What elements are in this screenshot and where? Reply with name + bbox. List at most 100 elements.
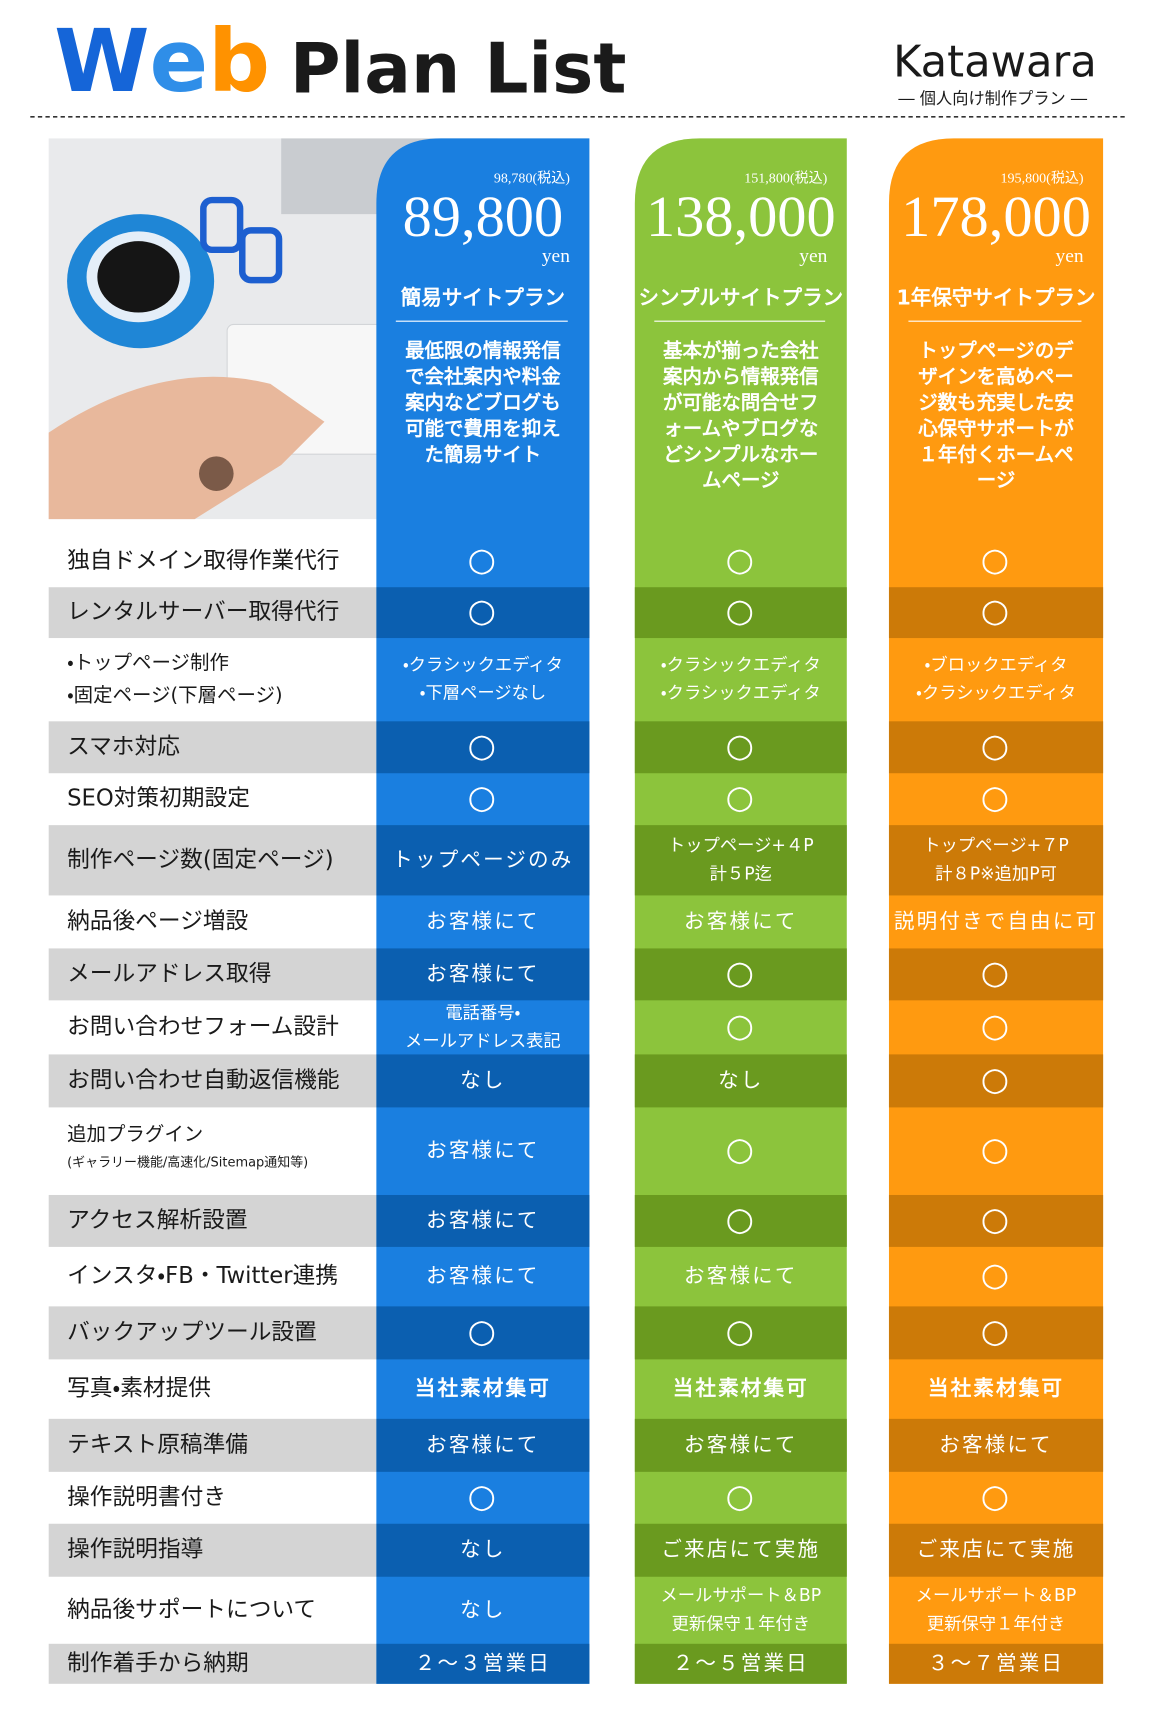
label-band	[48, 1643, 377, 1684]
label-band	[48, 587, 377, 639]
cell-text: トップページ+４P	[668, 836, 814, 856]
cell-band	[888, 1194, 1104, 1247]
cell-band	[634, 1523, 847, 1577]
cell-text: トップページのみ	[392, 847, 573, 871]
plan-description: １年付くホームペ	[919, 443, 1074, 466]
row-label: 制作ページ数(固定ページ)	[67, 847, 334, 873]
price: 178,000	[901, 184, 1091, 249]
row-label: (ギャラリー機能/高速化/Sitemap通知等)	[67, 1155, 308, 1171]
row-label: 納品後サポートについて	[67, 1597, 316, 1623]
cell-text: お客様にて	[426, 1264, 539, 1288]
cell-band	[888, 825, 1104, 896]
row-label: レンタルサーバー取得代行	[67, 599, 339, 625]
cell-text: なし	[460, 1068, 505, 1092]
cell-band	[376, 1523, 590, 1577]
cell-band	[376, 721, 590, 774]
price: 138,000	[646, 184, 836, 249]
check-mark: ○	[726, 953, 756, 991]
cell-band	[888, 1306, 1104, 1360]
plan-description: 基本が揃った会社	[662, 339, 819, 362]
cell-band	[376, 1643, 590, 1684]
row-label: バックアップツール設置	[67, 1319, 317, 1345]
row-label: スマホ対応	[67, 734, 180, 760]
plan-description: ザインを高めペー	[918, 365, 1074, 388]
price-unit: yen	[542, 246, 570, 267]
label-band	[48, 1194, 377, 1247]
check-mark: ○	[981, 1006, 1011, 1044]
cell-text: お客様にて	[426, 1138, 539, 1162]
label-band	[48, 1418, 377, 1472]
plan-column	[376, 138, 590, 1684]
row-label: 制作着手から納期	[67, 1650, 249, 1676]
check-mark: ○	[726, 778, 756, 816]
row-label: お問い合わせフォーム設計	[67, 1014, 339, 1040]
label-band	[48, 948, 377, 1001]
cell-band	[376, 825, 590, 896]
plan-name: 簡易サイトプラン	[401, 285, 565, 309]
row-label: メールアドレス取得	[67, 961, 271, 987]
row-label: ・トップページ制作	[67, 651, 229, 674]
row-label: 写真・素材提供	[67, 1376, 211, 1402]
cell-text: ３～７営業日	[928, 1651, 1064, 1675]
check-mark: ○	[981, 1200, 1011, 1238]
check-mark: ○	[981, 953, 1011, 991]
cell-band	[888, 587, 1104, 639]
cell-text: なし	[718, 1068, 763, 1092]
check-mark: ○	[981, 778, 1011, 816]
brand-sub: ― 個人向け制作プラン ―	[898, 89, 1087, 108]
brand: Katawara	[893, 37, 1097, 87]
cell-text: メールサポート＆BP	[660, 1586, 821, 1606]
check-mark: ○	[981, 592, 1011, 630]
cell-text: ２～５営業日	[673, 1651, 809, 1675]
plan-column	[634, 138, 847, 1684]
plan-name: シンプルサイトプラン	[638, 285, 843, 309]
cell-band	[888, 1523, 1104, 1577]
tax-price: 98,780(税込)	[494, 171, 570, 187]
row-label: お問い合わせ自動返信機能	[67, 1067, 339, 1093]
label-band	[48, 721, 377, 774]
cell-text: お客様にて	[426, 1208, 539, 1232]
cell-text: ２～３営業日	[415, 1651, 551, 1675]
cell-text: 計８P※追加P可	[935, 864, 1057, 884]
cell-text: なし	[460, 1537, 505, 1561]
plan-description: 可能で費用を抑え	[405, 417, 561, 440]
cell-text: お客様にて	[684, 1432, 797, 1456]
row-label: 操作説明指導	[67, 1537, 203, 1563]
cell-text: 更新保守１年付き	[672, 1614, 810, 1634]
cell-text: ・クラシックエディタ	[916, 683, 1076, 704]
cell-band	[376, 1306, 590, 1360]
tax-price: 195,800(税込)	[1001, 171, 1084, 187]
cell-text: 当社素材集可	[415, 1376, 551, 1400]
row-label: ・固定ページ(下層ページ)	[67, 683, 283, 706]
check-mark: ○	[468, 726, 498, 764]
plan-description: 案内などブログも	[404, 391, 561, 414]
cell-band	[634, 587, 847, 639]
cell-band	[888, 1418, 1104, 1472]
plan-description: 最低限の情報発信	[405, 339, 561, 362]
cell-text: 更新保守１年付き	[927, 1614, 1065, 1634]
check-mark: ○	[981, 1130, 1011, 1168]
plan-description: 案内から情報発信	[662, 365, 819, 388]
cell-text: ・下層ページなし	[420, 684, 547, 704]
cell-text: 電話番号・	[445, 1003, 520, 1023]
plan-description: が可能な問合せフ	[663, 391, 819, 414]
cell-band	[376, 948, 590, 1001]
cell-band	[376, 1194, 590, 1247]
cell-band	[634, 1418, 847, 1472]
row-label: テキスト原稿準備	[67, 1432, 248, 1458]
cell-band	[376, 1054, 590, 1108]
cell-text: メールアドレス表記	[405, 1031, 561, 1051]
row-label: 追加プラグイン	[67, 1122, 203, 1145]
row-label: SEO対策初期設定	[67, 786, 250, 812]
label-band	[48, 1523, 377, 1577]
title: Plan List	[290, 30, 627, 110]
cell-text: トップページ+７P	[923, 836, 1069, 856]
row-label: 納品後ページ増設	[67, 908, 248, 934]
cell-text: ・ブロックエディタ	[925, 655, 1068, 676]
cell-band	[376, 1418, 590, 1472]
price-unit: yen	[799, 246, 827, 267]
cell-text: ・クラシックエディタ	[403, 655, 563, 676]
cell-text: メールサポート＆BP	[916, 1586, 1077, 1606]
cell-band	[634, 1054, 847, 1108]
plan-description: ージ	[977, 469, 1016, 492]
